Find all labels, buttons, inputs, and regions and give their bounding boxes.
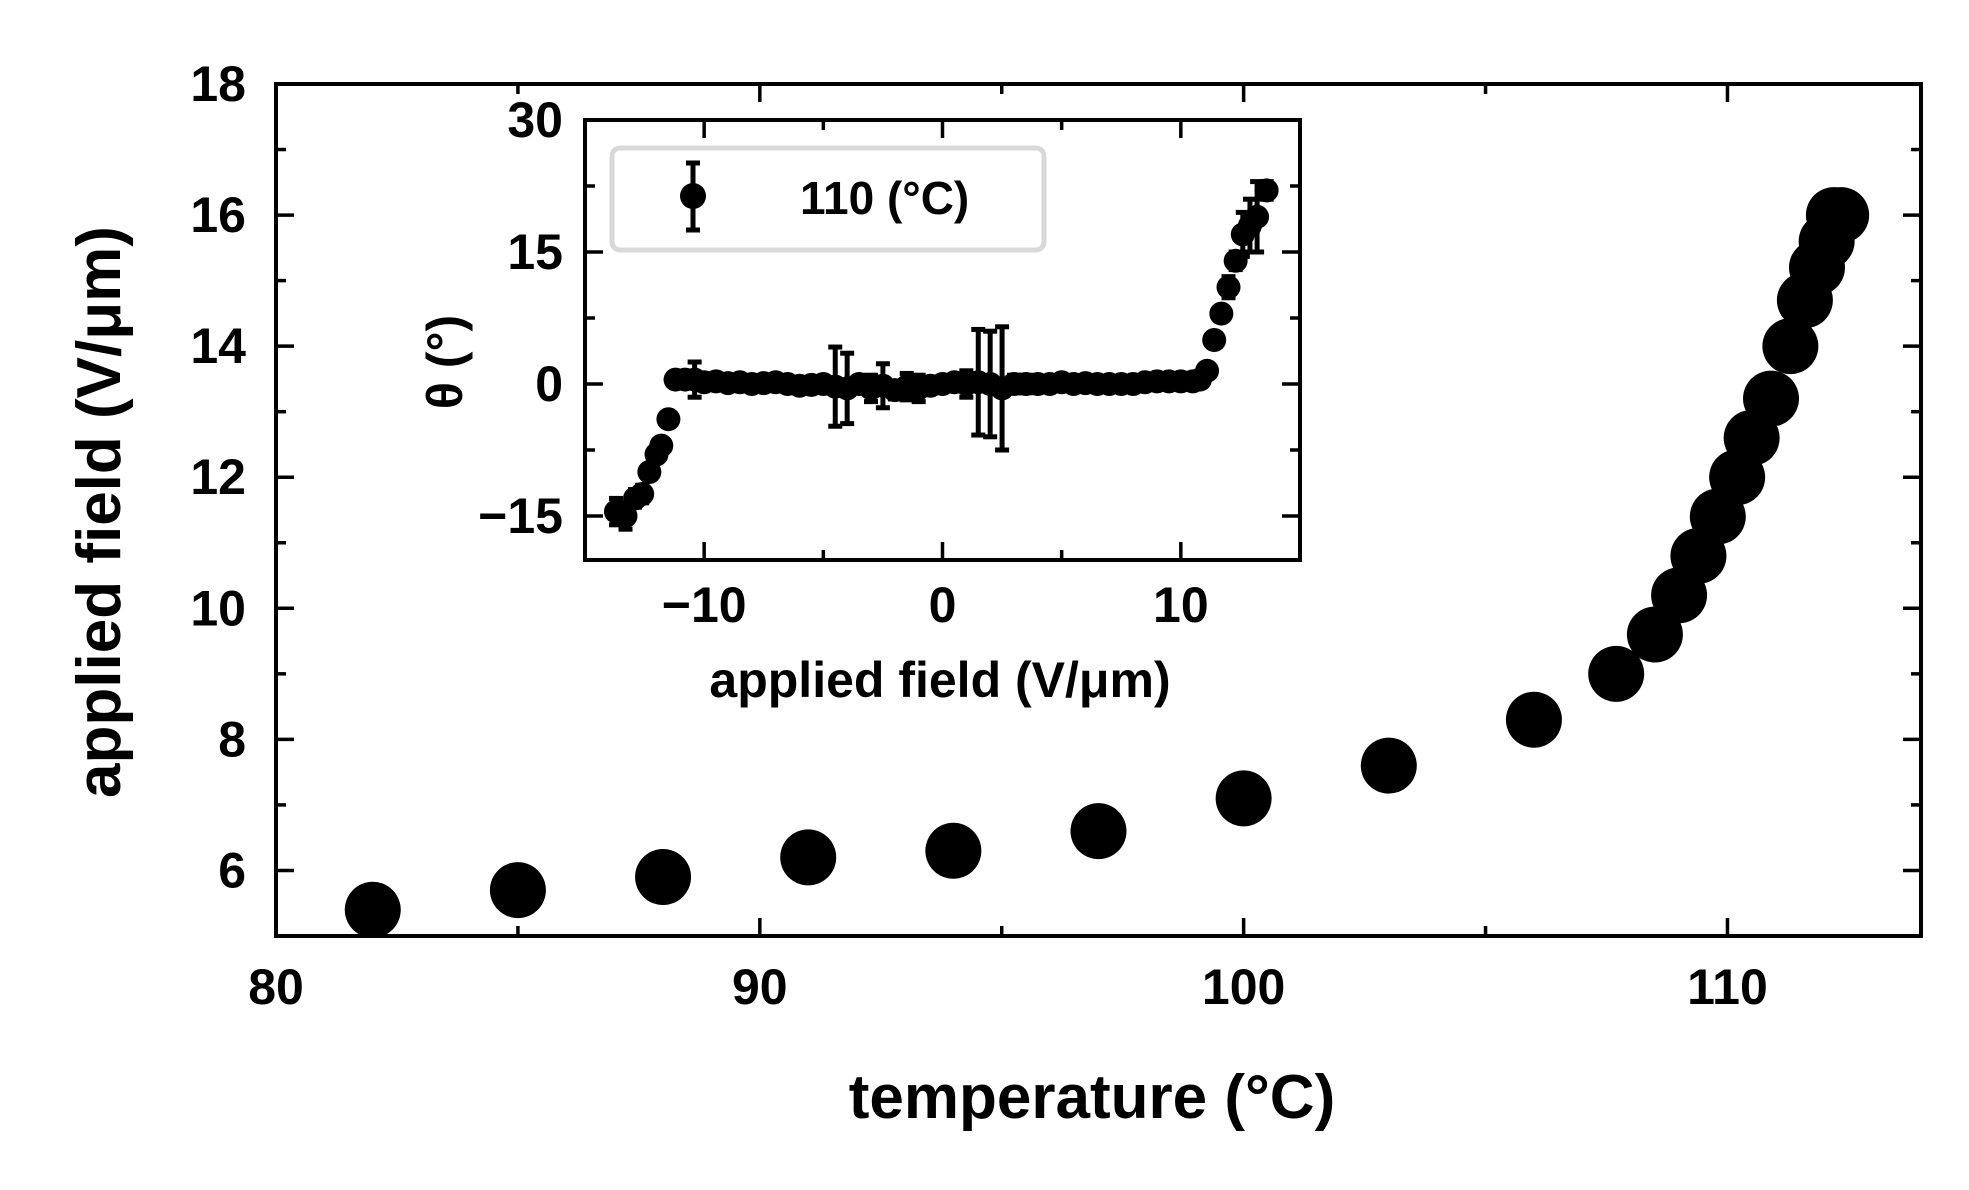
main-y-tick-label: 14 xyxy=(190,318,246,374)
main-data-point xyxy=(1813,187,1870,244)
inset-y-tick-label: 0 xyxy=(535,356,563,412)
main-y-tick-label: 8 xyxy=(218,711,246,767)
inset-data-point xyxy=(1254,178,1279,203)
inset-y-tick-label: −15 xyxy=(478,488,563,544)
inset-data-point xyxy=(649,433,674,458)
inset-plot: −10 0 10 −15 0 15 30 xyxy=(478,92,1302,633)
main-data-point xyxy=(925,822,982,879)
inset-data-point xyxy=(1223,248,1248,273)
inset-x-tick-label: 0 xyxy=(929,577,957,633)
inset-data-point xyxy=(1195,358,1220,383)
inset-data-point xyxy=(1202,328,1227,352)
main-data-point xyxy=(1360,737,1417,794)
inset-data-point xyxy=(630,482,655,506)
inset-data-point xyxy=(656,407,681,432)
inset-data-point xyxy=(1216,275,1241,300)
main-y-tick-label: 18 xyxy=(190,56,246,112)
main-y-tick-label: 12 xyxy=(190,449,246,505)
main-data-point xyxy=(1743,370,1800,427)
inset-x-axis-label: applied field (V/μm) xyxy=(709,652,1170,708)
inset-data-point xyxy=(1209,301,1234,326)
main-y-tick-label: 10 xyxy=(190,580,246,636)
main-data-point xyxy=(1505,691,1562,748)
main-y-tick-label: 16 xyxy=(190,187,246,243)
inset-ticks xyxy=(583,118,1302,560)
main-data-point xyxy=(1762,318,1819,375)
main-x-tick-label: 80 xyxy=(248,959,304,1015)
inset-y-axis-label: θ (°) xyxy=(417,315,473,409)
main-data-point xyxy=(1215,770,1272,827)
main-x-tick-label: 110 xyxy=(1687,959,1768,1015)
main-y-axis-label: applied field (V/μm) xyxy=(65,226,134,798)
main-data-point xyxy=(635,849,692,906)
main-x-tick-label: 100 xyxy=(1202,959,1285,1015)
inset-x-tick-label: 10 xyxy=(1153,577,1209,633)
legend-box xyxy=(609,145,1047,253)
inset-data-points xyxy=(603,178,1279,528)
main-data-point xyxy=(1070,803,1127,860)
inset-data-point xyxy=(613,504,638,528)
main-data-point xyxy=(489,862,546,919)
main-ticks xyxy=(274,82,1921,938)
inset-x-tick-label: −10 xyxy=(662,577,747,633)
main-data-point xyxy=(1588,645,1645,702)
inset-y-tick-label: 15 xyxy=(507,224,563,280)
inset-data-point xyxy=(1245,204,1270,229)
main-data-point xyxy=(780,829,837,886)
legend-marker-icon xyxy=(680,183,706,209)
main-x-tick-label: 90 xyxy=(732,959,788,1015)
inset-legend: 110 (°C) xyxy=(609,145,1047,253)
inset-y-tick-label: 30 xyxy=(507,92,563,148)
main-y-tick-label: 6 xyxy=(218,842,246,898)
legend-label: 110 (°C) xyxy=(800,172,969,224)
main-x-axis-label: temperature (°C) xyxy=(849,1063,1335,1132)
main-data-points xyxy=(344,187,1870,938)
main-data-point xyxy=(344,881,401,938)
